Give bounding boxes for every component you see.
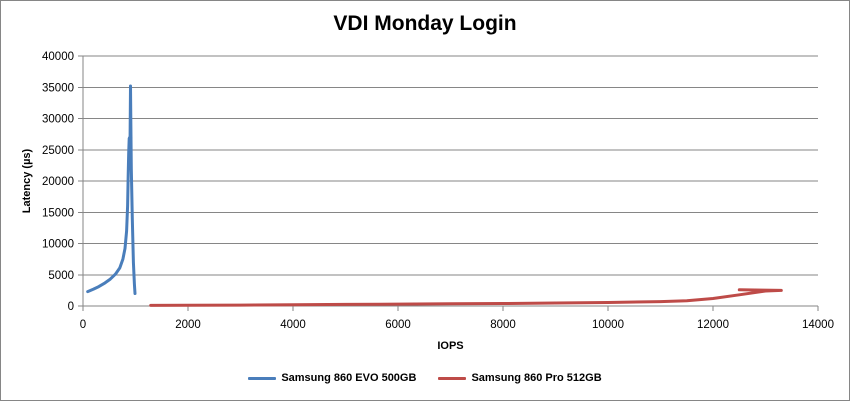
legend-label-series-1: Samsung 860 EVO 500GB (281, 372, 417, 384)
legend-swatch-series-2 (438, 376, 467, 380)
y-tick-label: 40000 (42, 51, 74, 63)
legend-swatch-series-1 (248, 376, 277, 380)
series-line-2 (149, 288, 783, 307)
x-tick-label: 0 (80, 319, 86, 331)
y-tick-label: 5000 (48, 270, 74, 282)
axes: 0500010000150002000025000300003500040000… (42, 51, 834, 331)
x-tick-label: 2000 (175, 319, 201, 331)
x-tick-label: 10000 (592, 319, 624, 331)
x-tick-label: 4000 (280, 319, 306, 331)
legend-label-series-2: Samsung 860 Pro 512GB (471, 372, 602, 384)
y-tick-label: 35000 (42, 82, 74, 94)
legend: Samsung 860 EVO 500GB Samsung 860 Pro 51… (0, 372, 850, 384)
x-tick-label: 12000 (697, 319, 729, 331)
legend-item-series-1: Samsung 860 EVO 500GB (248, 372, 416, 384)
x-tick-label: 14000 (802, 319, 834, 331)
y-tick-label: 0 (68, 301, 74, 313)
x-tick-label: 8000 (490, 319, 516, 331)
y-axis-title: Latency (µs) (21, 148, 33, 213)
y-tick-label: 10000 (42, 239, 74, 251)
legend-item-series-2: Samsung 860 Pro 512GB (438, 372, 602, 384)
gridlines (83, 55, 818, 307)
x-axis-title: IOPS (437, 340, 463, 352)
y-tick-label: 30000 (42, 114, 74, 126)
chart-title: VDI Monday Login (333, 12, 517, 35)
series-lines (86, 84, 783, 307)
y-tick-label: 25000 (42, 145, 74, 157)
series-line-1 (86, 84, 137, 295)
x-tick-label: 6000 (385, 319, 411, 331)
y-tick-label: 15000 (42, 207, 74, 219)
y-tick-label: 20000 (42, 176, 74, 188)
